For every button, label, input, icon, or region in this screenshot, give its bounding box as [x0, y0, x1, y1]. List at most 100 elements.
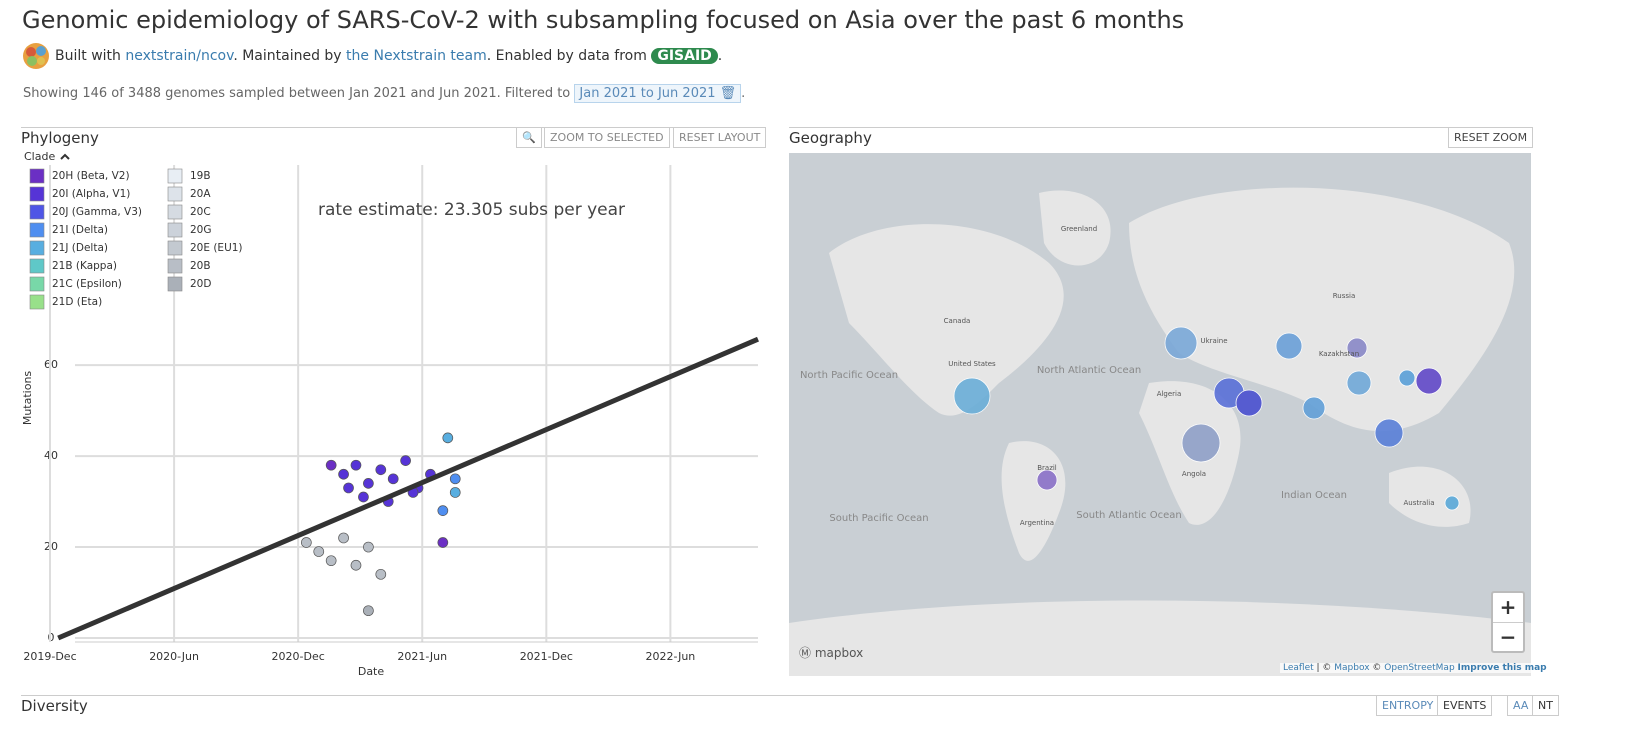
- divider: [789, 127, 1531, 128]
- map-label: Greenland: [1061, 225, 1097, 233]
- legend-label: 20J (Gamma, V3): [52, 206, 142, 218]
- gisaid-logo[interactable]: GISAID: [651, 48, 718, 64]
- tip: [358, 491, 369, 503]
- map-label: Angola: [1182, 470, 1206, 478]
- reset-layout-button[interactable]: RESET LAYOUT: [673, 127, 767, 148]
- page-title: Genomic epidemiology of SARS-CoV-2 with …: [22, 6, 1185, 34]
- legend-swatch[interactable]: [29, 240, 45, 256]
- tip: [375, 464, 387, 476]
- link[interactable]: Improve this map: [1457, 663, 1547, 673]
- legend-label: 20A: [190, 188, 211, 200]
- reset-zoom-button[interactable]: RESET ZOOM: [1448, 127, 1534, 148]
- legend-label: 19B: [190, 170, 211, 182]
- legend-swatch[interactable]: [167, 258, 183, 274]
- collapse-icon[interactable]: [60, 153, 70, 160]
- legend-swatch[interactable]: [167, 240, 183, 256]
- map-label: South Atlantic Ocean: [1076, 510, 1181, 521]
- text: ©: [1369, 663, 1385, 673]
- legend-label: 21J (Delta): [52, 242, 108, 254]
- map-label: United States: [948, 360, 996, 368]
- nt-button[interactable]: NT: [1532, 695, 1559, 716]
- panel-title: Diversity: [21, 697, 88, 715]
- tip: [300, 537, 312, 548]
- legend-swatch[interactable]: [29, 258, 45, 274]
- tip: [350, 459, 362, 471]
- legend-swatch[interactable]: [29, 204, 45, 220]
- attribution: Leaflet | © Mapbox © OpenStreetMap Impro…: [1280, 663, 1550, 673]
- text: .: [741, 86, 746, 101]
- divider: [21, 127, 765, 128]
- map-label: Canada: [944, 317, 971, 325]
- tip: [442, 432, 454, 444]
- tip: [449, 473, 461, 485]
- filter-badge[interactable]: Jan 2021 to Jun 2021 🗑: [574, 84, 742, 103]
- tip: [325, 459, 337, 471]
- text: Jan 2021 to Jun 2021: [579, 86, 716, 101]
- annotation: rate estimate: 23.305 subs per year: [318, 200, 625, 220]
- link[interactable]: Leaflet: [1283, 663, 1314, 673]
- logo-text: mapbox: [815, 646, 863, 660]
- legend-label: 20B: [190, 260, 211, 272]
- zoom-in[interactable]: +: [1493, 593, 1523, 623]
- x-tick-label: 2020-Jun: [149, 650, 199, 663]
- logo: [23, 43, 49, 69]
- zoom-selected-button[interactable]: ZOOM TO SELECTED: [544, 127, 670, 148]
- map-label: Australia: [1404, 499, 1435, 507]
- map-label: North Pacific Ocean: [800, 370, 898, 381]
- link[interactable]: Mapbox: [1334, 663, 1370, 673]
- link[interactable]: the Nextstrain team: [346, 48, 487, 64]
- legend-swatch[interactable]: [167, 186, 183, 202]
- phylogeny-chart: Clade 02040602019-Dec2020-Jun2020-Dec202…: [21, 150, 759, 678]
- x-tick-label: 2020-Dec: [272, 650, 325, 663]
- legend-title[interactable]: Clade: [24, 150, 55, 163]
- map-label: Ukraine: [1200, 337, 1227, 345]
- legend-swatch[interactable]: [167, 168, 183, 184]
- legend-swatch[interactable]: [29, 168, 45, 184]
- legend-label: 20C: [190, 206, 211, 218]
- legend-swatch[interactable]: [167, 204, 183, 220]
- map-label: North Atlantic Ocean: [1037, 365, 1141, 376]
- map-label: Indian Ocean: [1281, 490, 1347, 501]
- legend-swatch[interactable]: [29, 294, 45, 310]
- zoom-out[interactable]: −: [1499, 625, 1517, 649]
- legend-label: 20G: [190, 224, 212, 236]
- aa-button[interactable]: AA: [1507, 695, 1535, 716]
- credits: Built with nextstrain/ncov. Maintained b…: [55, 48, 722, 64]
- tip: [437, 505, 449, 517]
- text: Built with: [55, 48, 121, 64]
- search-button[interactable]: 🔍: [516, 127, 542, 148]
- map[interactable]: Greenland Canada Russia North Pacific Ocean…: [789, 153, 1531, 676]
- tip: [338, 468, 349, 480]
- link[interactable]: OpenStreetMap: [1384, 663, 1455, 673]
- legend-label: 20I (Alpha, V1): [52, 188, 130, 200]
- regression-line: [57, 336, 759, 641]
- tip: [400, 455, 411, 466]
- legend-swatch[interactable]: [29, 186, 45, 202]
- map-label: Argentina: [1020, 519, 1054, 527]
- tip: [343, 482, 354, 494]
- tip: [449, 487, 461, 498]
- text: .: [717, 48, 723, 64]
- tip: [437, 537, 449, 548]
- text: Showing 146 of 3488 genomes sampled betw…: [23, 86, 571, 101]
- legend-label: 20D: [190, 278, 211, 290]
- text: . Enabled by data from: [486, 48, 647, 64]
- x-tick-label: 2022-Jun: [646, 650, 696, 663]
- link[interactable]: nextstrain/ncov: [125, 48, 234, 64]
- legend-label: 20E (EU1): [190, 242, 243, 254]
- panel-title: Geography: [789, 129, 872, 147]
- legend-swatch[interactable]: [29, 222, 45, 238]
- tip: [363, 605, 374, 617]
- legend-label: 21B (Kappa): [52, 260, 117, 272]
- entropy-button[interactable]: ENTROPY: [1376, 695, 1440, 716]
- map-label: Algeria: [1157, 390, 1182, 398]
- x-tick-label: 2021-Dec: [520, 650, 573, 663]
- events-button[interactable]: EVENTS: [1437, 695, 1493, 716]
- legend-swatch[interactable]: [167, 276, 183, 292]
- tip: [375, 568, 387, 580]
- zoom-control: + −: [1491, 591, 1525, 653]
- legend-swatch[interactable]: [29, 276, 45, 292]
- x-axis-label: Date: [358, 665, 385, 678]
- legend-swatch[interactable]: [167, 222, 183, 238]
